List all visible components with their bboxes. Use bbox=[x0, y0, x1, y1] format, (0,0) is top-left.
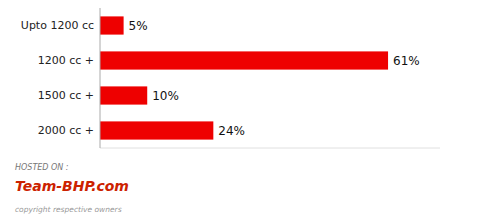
data-label: 10% bbox=[152, 89, 179, 103]
data-label: 61% bbox=[393, 54, 420, 68]
annotation: Team-BHP.com bbox=[15, 178, 129, 194]
bars bbox=[100, 16, 388, 139]
y-tick-label: 2000 cc + bbox=[38, 124, 94, 137]
bar bbox=[100, 86, 147, 104]
bar bbox=[100, 16, 124, 34]
annotation: HOSTED ON : bbox=[15, 163, 69, 172]
x-axis-line bbox=[100, 148, 440, 149]
y-tick-label: 1200 cc + bbox=[38, 54, 94, 67]
data-label: 5% bbox=[129, 19, 148, 33]
chart-svg: Upto 1200 cc 1200 cc + 1500 cc + 2000 cc + 5… bbox=[0, 0, 499, 223]
bar bbox=[100, 121, 213, 139]
annotation: copyright respective owners bbox=[15, 205, 122, 214]
y-tick-label: Upto 1200 cc bbox=[21, 19, 94, 32]
chart-container: Upto 1200 cc 1200 cc + 1500 cc + 2000 cc + 5… bbox=[0, 0, 499, 223]
y-tick-label: 1500 cc + bbox=[38, 89, 94, 102]
bar bbox=[100, 51, 388, 69]
data-label: 24% bbox=[218, 124, 245, 138]
y-axis-line bbox=[100, 8, 101, 148]
